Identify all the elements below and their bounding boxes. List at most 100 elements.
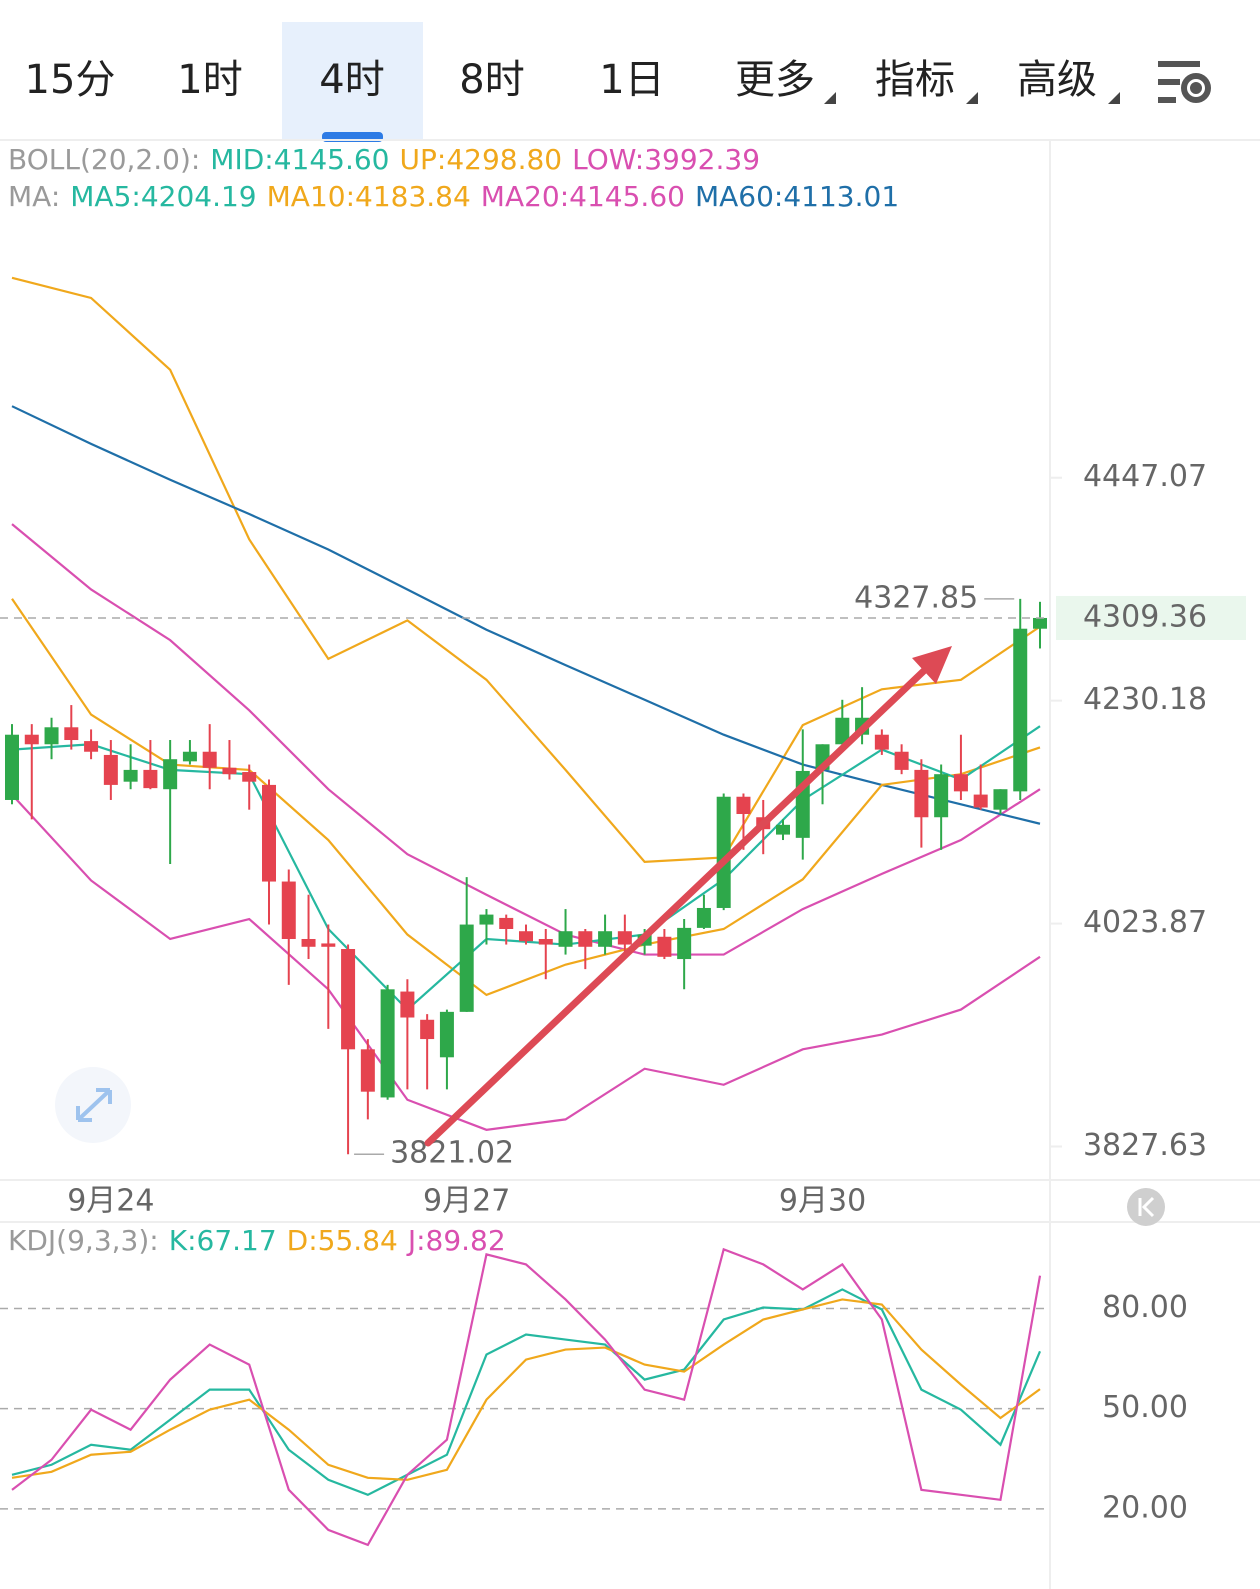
tab[interactable]: 15分 xyxy=(25,57,116,103)
legend-item: MA: xyxy=(8,180,60,213)
candle-body xyxy=(776,824,790,835)
candle-body xyxy=(736,796,751,815)
candle-body xyxy=(835,717,850,745)
candle-body xyxy=(202,751,217,768)
indicator-line xyxy=(11,405,1041,825)
candle-body xyxy=(380,989,395,1098)
legend-item: MID:4145.60 xyxy=(210,143,389,176)
candle-body xyxy=(519,931,533,942)
dropdown-markers xyxy=(824,92,1120,104)
settings-icon[interactable] xyxy=(1158,61,1211,103)
candle-body xyxy=(499,917,514,929)
candle-body xyxy=(24,734,39,745)
candle-body xyxy=(163,759,178,790)
indicator-line xyxy=(11,276,1041,863)
candle-body xyxy=(182,751,197,762)
tab[interactable]: 更多 xyxy=(735,57,815,103)
high-label: 4327.85 xyxy=(854,580,978,615)
y-tick-label: 4023.87 xyxy=(1083,905,1207,940)
kdj-line xyxy=(11,1288,1042,1497)
legend-item: KDJ(9,3,3): xyxy=(8,1224,159,1257)
legend-item: MA60:4113.01 xyxy=(695,180,899,213)
candle-body xyxy=(993,789,1008,810)
tab[interactable]: 1时 xyxy=(177,57,242,103)
y-tick-label: 4230.18 xyxy=(1083,682,1207,717)
legend-item: MA20:4145.60 xyxy=(481,180,685,213)
candle-body xyxy=(103,754,118,785)
candle-body xyxy=(894,751,909,770)
tab[interactable]: 高级 xyxy=(1017,57,1097,103)
selected-tab-bg xyxy=(282,22,423,140)
current-price-box xyxy=(1056,595,1246,640)
legend: BOLL(20,2.0): MID:4145.60 UP:4298.80 LOW:39… xyxy=(8,143,760,176)
candle-body xyxy=(281,881,296,939)
candle-body xyxy=(953,774,968,792)
candle-body xyxy=(874,734,889,750)
legend: KDJ(9,3,3): K:67.17 D:55.84 J:89.82 xyxy=(8,1224,506,1257)
candle-body xyxy=(716,796,731,908)
legend-item: MA5:4204.19 xyxy=(70,180,256,213)
candle-body xyxy=(84,741,99,752)
kdj-line xyxy=(11,1247,1042,1547)
candle-body xyxy=(598,931,613,947)
candle-body xyxy=(934,774,949,818)
tab[interactable]: 4时 xyxy=(319,57,384,103)
indicator-line xyxy=(11,523,1041,956)
candle-body xyxy=(321,943,336,947)
candle-body xyxy=(973,794,988,808)
candle-body xyxy=(360,1049,375,1092)
indicator-line xyxy=(11,598,1041,997)
y-tick-label: 4447.07 xyxy=(1083,459,1207,494)
y-tick-label: 20.00 xyxy=(1102,1490,1188,1525)
candle-body xyxy=(657,936,672,957)
current-price-label: 4309.36 xyxy=(1083,599,1207,634)
x-tick-label: 9月30 xyxy=(779,1184,866,1219)
candle-body xyxy=(459,924,474,1012)
candle-body xyxy=(5,734,19,800)
candle-body xyxy=(420,1019,435,1040)
legend-item: J:89.82 xyxy=(406,1224,506,1257)
tab[interactable]: 8时 xyxy=(459,57,524,103)
trend-arrow xyxy=(424,646,952,1147)
x-tick-label: 9月24 xyxy=(67,1184,154,1219)
candle-body xyxy=(143,769,158,789)
legend-item: LOW:3992.39 xyxy=(572,143,760,176)
candle-body xyxy=(696,907,711,928)
jump-latest-button[interactable] xyxy=(1127,1188,1165,1226)
candle-body xyxy=(242,772,257,782)
legend-item: BOLL(20,2.0): xyxy=(8,143,200,176)
legend-item: MA10:4183.84 xyxy=(267,180,471,213)
candle-body xyxy=(222,767,237,775)
candle-body xyxy=(341,949,356,1050)
x-tick-label: 9月27 xyxy=(423,1184,510,1219)
tab[interactable]: 指标 xyxy=(875,57,955,103)
candle-body xyxy=(914,769,929,818)
candle-body xyxy=(400,991,415,1018)
indicator-line xyxy=(11,793,1041,1131)
low-label: 3821.02 xyxy=(390,1136,514,1171)
candle-body xyxy=(558,931,573,947)
expand-button[interactable] xyxy=(55,1067,131,1143)
legend: MA: MA5:4204.19 MA10:4183.84 MA20:4145.60 MA… xyxy=(8,180,899,213)
tab[interactable]: 1日 xyxy=(599,57,664,103)
y-tick-label: 80.00 xyxy=(1102,1290,1188,1325)
candle-body xyxy=(1013,628,1028,792)
candle-body xyxy=(439,1011,454,1058)
legend-item: K:67.17 xyxy=(169,1224,277,1257)
candle-body xyxy=(262,784,276,882)
y-tick-label: 50.00 xyxy=(1102,1390,1188,1425)
y-tick-label: 3827.63 xyxy=(1083,1128,1207,1163)
candle-body xyxy=(677,927,692,960)
candle-body xyxy=(1033,617,1047,629)
candle-body xyxy=(44,727,59,745)
candle-body xyxy=(578,931,593,947)
legend-item: D:55.84 xyxy=(287,1224,398,1257)
candle-body xyxy=(617,931,632,945)
candle-body xyxy=(64,727,79,741)
kdj-line xyxy=(11,1298,1041,1481)
legend-item: UP:4298.80 xyxy=(400,143,563,176)
candle-body xyxy=(479,914,494,925)
candle-body xyxy=(123,769,138,782)
candle-body xyxy=(301,938,316,947)
